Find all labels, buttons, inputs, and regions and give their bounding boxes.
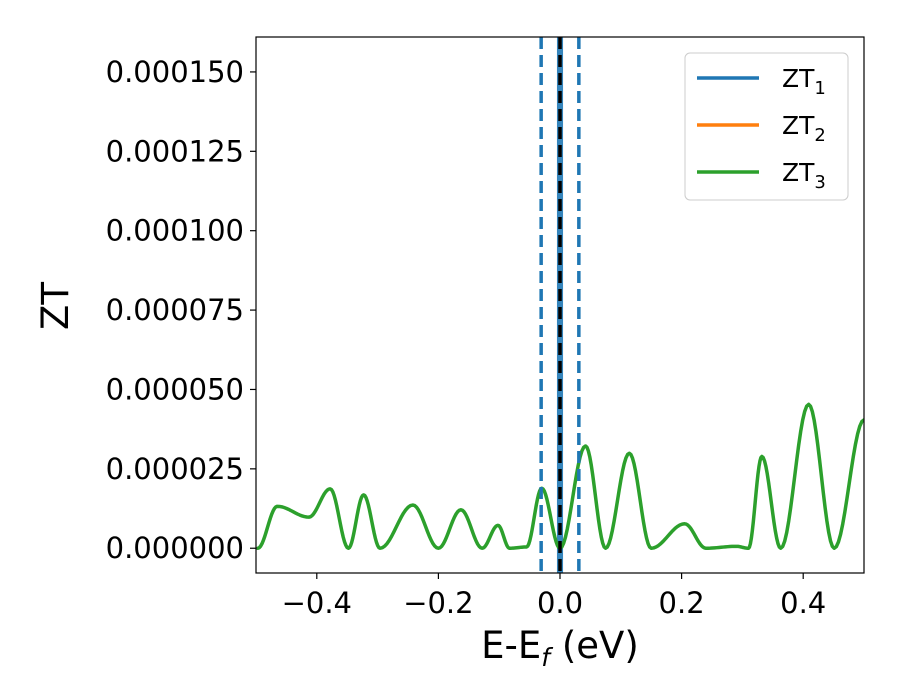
x-axis-label-main: E-E <box>481 624 541 667</box>
y-tick-label: 0.000050 <box>106 372 244 406</box>
legend-label-2: ZT2 <box>782 111 826 146</box>
y-tick-label: 0.000150 <box>106 55 244 89</box>
x-tick-label: −0.2 <box>403 586 473 620</box>
y-tick-label: 0.000025 <box>106 452 244 486</box>
legend-label-1: ZT1 <box>782 64 826 99</box>
fermi-level-band <box>556 37 564 573</box>
legend: ZT1 ZT2 ZT3 <box>684 52 849 201</box>
x-tick-label: 0.4 <box>780 586 826 620</box>
x-tick-label: −0.4 <box>282 586 352 620</box>
y-tick-label: 0.000075 <box>106 293 244 327</box>
legend-frame <box>684 52 849 201</box>
x-axis-label-unit: (eV) <box>550 624 639 667</box>
axes: −0.4 −0.2 0.0 0.2 0.4 0.000000 0.000025 0.00005… <box>106 55 827 620</box>
y-tick-label: 0.000100 <box>106 214 244 248</box>
y-tick-label: 0.000000 <box>106 531 244 565</box>
x-axis-label: E-Ef (eV) <box>481 624 639 672</box>
plot-content <box>256 37 864 573</box>
y-axis-label: ZT <box>34 282 77 330</box>
y-tick-label: 0.000125 <box>106 134 244 168</box>
legend-label-3: ZT3 <box>782 158 826 193</box>
x-tick-label: 0.0 <box>537 586 583 620</box>
x-tick-label: 0.2 <box>659 586 705 620</box>
